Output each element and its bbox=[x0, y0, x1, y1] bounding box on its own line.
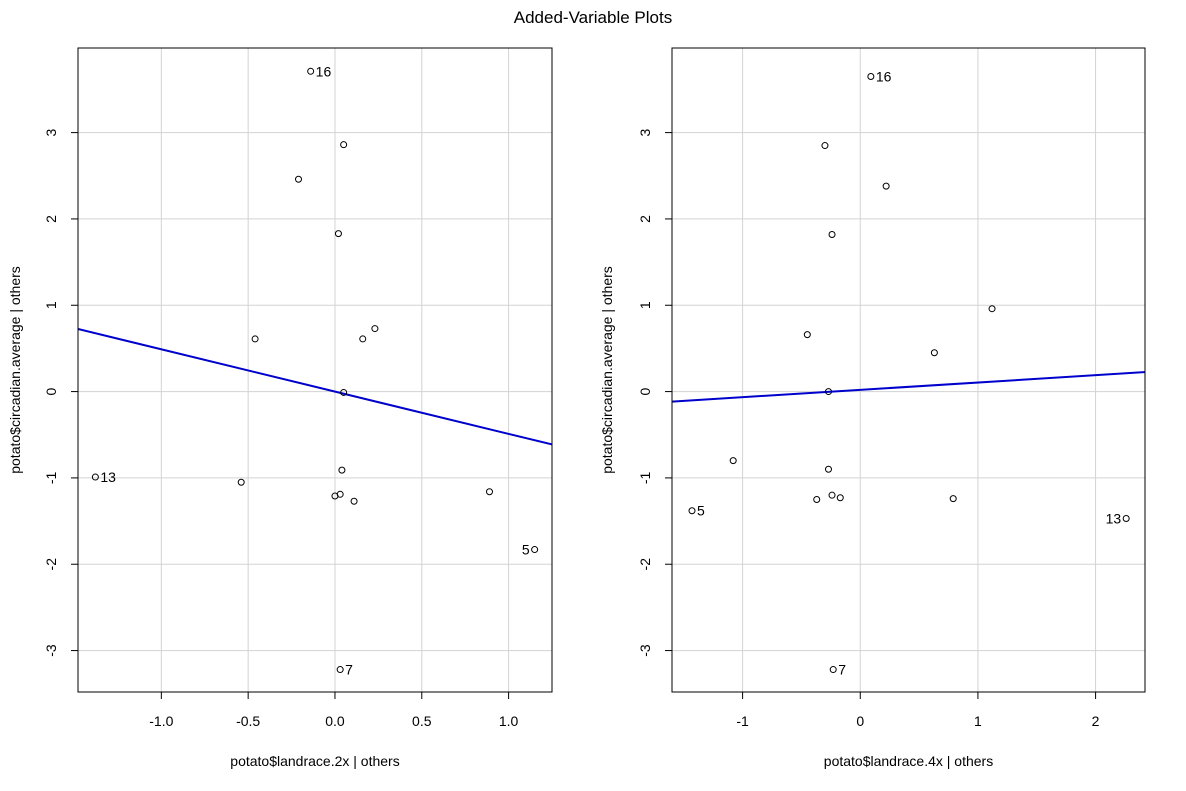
data-point bbox=[949, 495, 957, 503]
data-point bbox=[988, 305, 996, 313]
data-point bbox=[371, 325, 379, 333]
plot-panel-left: 16 13 5 7 -1.0 -0.5 0.0 0.5 1.0 -3 -2 -1 0 1 2 3 potato$… bbox=[7, 47, 553, 769]
y-tick-label: -1 bbox=[637, 471, 653, 484]
data-point bbox=[813, 495, 821, 503]
y-tick-label: -1 bbox=[43, 471, 59, 484]
x-axis-label: potato$landrace.4x | others bbox=[824, 753, 993, 769]
x-axis-label: potato$landrace.2x | others bbox=[230, 753, 399, 769]
fit-line bbox=[78, 328, 552, 446]
plot-frame bbox=[671, 47, 1146, 693]
plot-panel-right: 16 5 13 7 -1 0 1 2 -3 -2 -1 0 1 2 3 potato$landrace.4x … bbox=[599, 47, 1146, 769]
point-label: 5 bbox=[522, 542, 530, 558]
data-point bbox=[1122, 514, 1130, 522]
x-tick-label: 0 bbox=[856, 713, 864, 729]
data-point bbox=[829, 666, 837, 674]
data-point bbox=[531, 546, 539, 554]
data-point bbox=[251, 335, 259, 343]
data-point bbox=[729, 457, 737, 465]
data-point bbox=[828, 491, 836, 499]
data-point bbox=[340, 141, 348, 149]
data-point bbox=[485, 488, 493, 496]
y-tick-label: 3 bbox=[43, 128, 59, 136]
data-point bbox=[340, 388, 348, 396]
y-axis-label: potato$circadian.average | others bbox=[7, 266, 23, 474]
y-tick-label: -3 bbox=[637, 644, 653, 657]
data-point bbox=[359, 335, 367, 343]
fit-line bbox=[672, 371, 1145, 403]
y-tick-label: 2 bbox=[43, 215, 59, 223]
x-tick-label: 0.0 bbox=[325, 713, 345, 729]
data-point bbox=[336, 490, 344, 498]
x-tick-label: -1 bbox=[736, 713, 749, 729]
data-point bbox=[867, 72, 875, 80]
data-point bbox=[803, 331, 811, 339]
y-tick-label: 3 bbox=[637, 128, 653, 136]
point-label: 16 bbox=[316, 63, 332, 79]
x-tick-label: 1 bbox=[974, 713, 982, 729]
data-point bbox=[836, 494, 844, 502]
plot-frame bbox=[77, 47, 553, 693]
data-point bbox=[336, 666, 344, 674]
data-point bbox=[688, 507, 696, 515]
data-point bbox=[824, 465, 832, 473]
x-tick-label: 2 bbox=[1092, 713, 1100, 729]
data-point bbox=[350, 497, 358, 505]
y-tick-label: 2 bbox=[637, 215, 653, 223]
x-tick-label: -1.0 bbox=[149, 713, 173, 729]
y-tick-label: -2 bbox=[637, 558, 653, 571]
point-label: 13 bbox=[1106, 510, 1122, 526]
data-point bbox=[237, 478, 245, 486]
x-tick-label: 0.5 bbox=[412, 713, 432, 729]
data-point bbox=[307, 67, 315, 75]
data-point bbox=[824, 388, 832, 396]
y-axis-label: potato$circadian.average | others bbox=[599, 266, 615, 474]
data-point bbox=[930, 349, 938, 357]
point-label: 5 bbox=[697, 503, 705, 519]
data-point bbox=[821, 142, 829, 150]
point-label: 13 bbox=[100, 469, 116, 485]
data-point bbox=[91, 473, 99, 481]
y-tick-label: -2 bbox=[43, 558, 59, 571]
y-tick-label: -3 bbox=[43, 644, 59, 657]
x-tick-label: -0.5 bbox=[236, 713, 260, 729]
figure-title: Added-Variable Plots bbox=[513, 8, 673, 27]
point-label: 7 bbox=[838, 662, 846, 678]
y-tick-label: 0 bbox=[43, 387, 59, 395]
data-point bbox=[334, 230, 342, 238]
point-label: 7 bbox=[345, 662, 353, 678]
data-point bbox=[882, 182, 890, 190]
data-point bbox=[338, 466, 346, 474]
x-tick-label: 1.0 bbox=[499, 713, 519, 729]
point-label: 16 bbox=[876, 68, 892, 84]
data-point bbox=[828, 230, 836, 238]
data-point bbox=[295, 175, 303, 183]
y-tick-label: 0 bbox=[637, 387, 653, 395]
y-tick-label: 1 bbox=[637, 301, 653, 309]
y-tick-label: 1 bbox=[43, 301, 59, 309]
